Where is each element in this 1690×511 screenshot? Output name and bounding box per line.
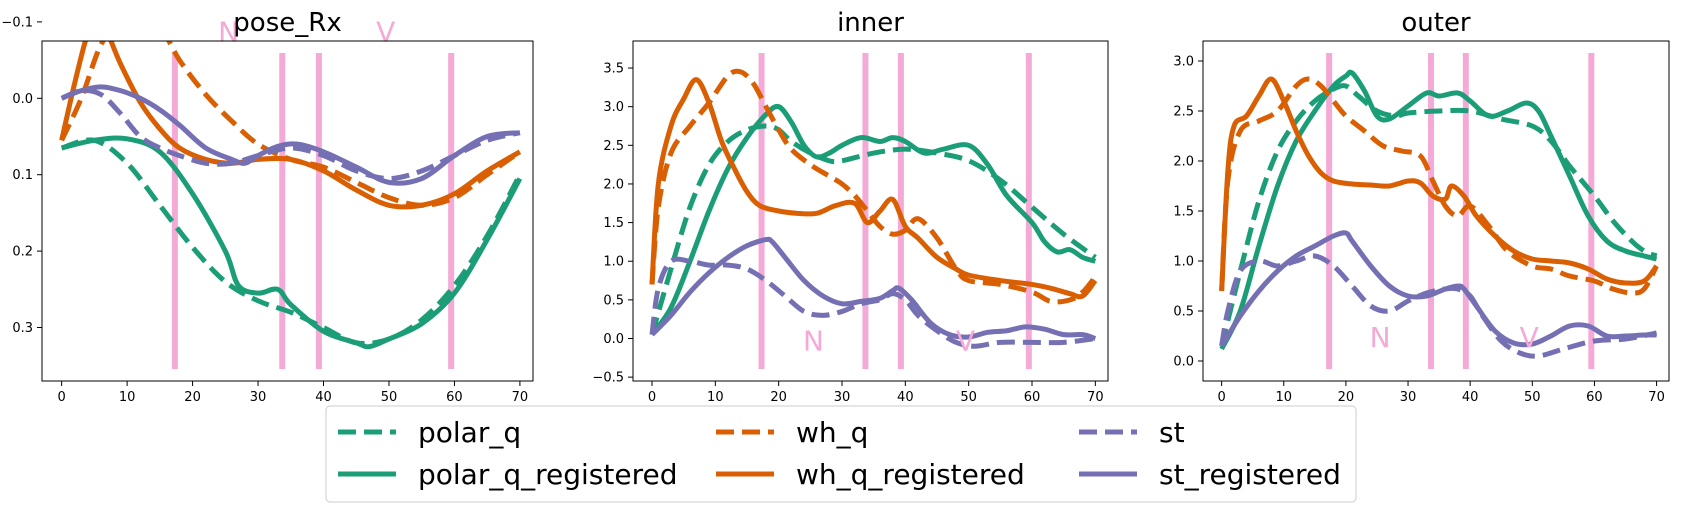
series-line-wh_q xyxy=(649,68,1098,305)
x-tick-label: 50 xyxy=(960,390,977,405)
y-tick-label: 0.1 xyxy=(12,168,33,183)
legend-box xyxy=(325,405,1357,503)
series-line-wh_q_registered xyxy=(1219,76,1659,292)
y-tick-label: 1.5 xyxy=(1173,205,1194,220)
chart-inner: N V 0 10 20 30 40 50 60 70 −0.5 0.0 0.5 1.0 1.5 2.0 2.5 3… xyxy=(592,8,1109,405)
x-tick-label: 30 xyxy=(834,390,851,405)
series-line-wh_q xyxy=(1219,76,1659,296)
x-tick-label: 30 xyxy=(1400,390,1417,405)
series-group xyxy=(1219,69,1659,359)
x-tick-label: 10 xyxy=(119,390,136,405)
x-tick-label: 70 xyxy=(512,390,529,405)
series-line-polar_q xyxy=(1219,83,1658,347)
series-group xyxy=(649,68,1098,349)
y-tick-label: 0.5 xyxy=(1173,305,1194,320)
chart-pose_Rx: N V 0 10 20 30 40 50 60 70 −0.1 0.0 0.1 0.2 0.3 pose_Rx xyxy=(1,8,534,405)
legend-label-wh_q_registered: wh_q_registered xyxy=(796,458,1025,491)
chart-title: pose_Rx xyxy=(233,8,341,38)
y-tick-label: 2.5 xyxy=(1173,105,1194,120)
annotation-N: N xyxy=(803,324,824,357)
series-line-wh_q_registered xyxy=(649,77,1098,300)
charts-container: N V 0 10 20 30 40 50 60 70 −0.1 0.0 0.1 0.2 0.3 pose_Rx… xyxy=(1,8,1670,405)
series-line-polar_q_registered xyxy=(1219,69,1658,351)
axes-frame xyxy=(41,40,534,382)
annotation-V: V xyxy=(1520,321,1539,354)
x-tick-label: 0 xyxy=(1217,390,1225,405)
series-line-polar_q xyxy=(60,137,523,347)
y-tick-label: 1.0 xyxy=(603,255,624,270)
x-tick-label: 40 xyxy=(897,390,914,405)
x-tick-label: 70 xyxy=(1087,390,1104,405)
x-tick-label: 60 xyxy=(1024,390,1041,405)
x-tick-label: 40 xyxy=(1462,390,1479,405)
y-tick-label: 2.0 xyxy=(603,177,624,192)
axes-frame xyxy=(632,40,1109,382)
y-tick-label: 3.5 xyxy=(603,62,624,77)
x-tick-label: 60 xyxy=(446,390,463,405)
y-tick-label: 0.0 xyxy=(1173,355,1194,370)
series-line-st_registered xyxy=(1219,230,1657,348)
x-tick-label: 20 xyxy=(770,390,787,405)
series-line-st xyxy=(649,256,1096,349)
y-tick-label: −0.5 xyxy=(592,371,624,386)
chart-outer: N V 0 10 20 30 40 50 60 70 0.0 0.5 1.0 1.5 2.0 2.5 3.0 ou… xyxy=(1173,8,1670,405)
y-tick-label: 0.5 xyxy=(603,293,624,308)
series-line-st_registered xyxy=(60,84,521,186)
y-tick-label: 3.0 xyxy=(1173,55,1194,70)
series-line-polar_q_registered xyxy=(649,103,1097,337)
chart-title: outer xyxy=(1401,8,1471,38)
x-tick-label: 50 xyxy=(1524,390,1541,405)
legend-label-st: st xyxy=(1159,416,1185,449)
legend: polar_q polar_q_registered wh_q wh_q_regist… xyxy=(325,405,1357,503)
y-tick-label: 0.2 xyxy=(12,245,33,260)
annotation-N: N xyxy=(218,15,239,48)
legend-label-st_registered: st_registered xyxy=(1159,458,1341,491)
y-tick-label: −0.1 xyxy=(1,15,33,30)
series-line-polar_q_registered xyxy=(61,135,523,350)
y-tick-label: 2.0 xyxy=(1173,155,1194,170)
series-line-st xyxy=(1219,253,1658,359)
legend-label-polar_q_registered: polar_q_registered xyxy=(418,458,678,491)
x-tick-label: 40 xyxy=(315,390,332,405)
series-group xyxy=(59,41,523,350)
x-tick-label: 70 xyxy=(1648,390,1665,405)
legend-label-polar_q: polar_q xyxy=(418,416,521,449)
y-tick-label: 1.5 xyxy=(603,216,624,231)
annotation-V: V xyxy=(956,324,975,357)
x-tick-label: 0 xyxy=(57,390,65,405)
annotation-V: V xyxy=(376,15,395,48)
series-line-st xyxy=(60,87,521,182)
annotation-N: N xyxy=(1370,321,1391,354)
y-tick-label: 0.3 xyxy=(12,321,33,336)
y-tick-label: 0.0 xyxy=(12,92,33,107)
y-tick-label: 0.0 xyxy=(603,332,624,347)
legend-label-wh_q: wh_q xyxy=(796,416,868,449)
series-line-wh_q xyxy=(59,41,522,208)
x-tick-label: 10 xyxy=(707,390,724,405)
x-tick-label: 10 xyxy=(1275,390,1292,405)
x-tick-label: 30 xyxy=(250,390,267,405)
y-tick-label: 2.5 xyxy=(603,139,624,154)
x-tick-label: 50 xyxy=(381,390,398,405)
x-tick-label: 0 xyxy=(648,390,656,405)
x-tick-label: 20 xyxy=(1338,390,1355,405)
x-tick-label: 60 xyxy=(1586,390,1603,405)
y-tick-label: 1.0 xyxy=(1173,255,1194,270)
y-tick-label: 3.0 xyxy=(603,100,624,115)
chart-title: inner xyxy=(837,8,904,38)
series-line-st_registered xyxy=(650,236,1097,341)
x-tick-label: 20 xyxy=(184,390,201,405)
